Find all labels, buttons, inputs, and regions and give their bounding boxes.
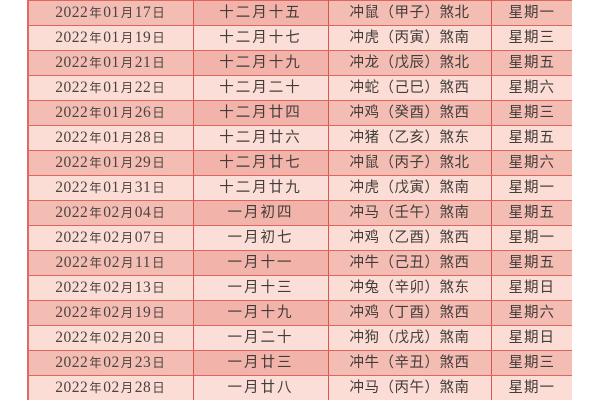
lunar-date-cell: 十二月廿九: [193, 175, 329, 201]
solar-date-cell: 2022年01月21日: [28, 50, 194, 76]
weekday-cell: 星期六: [491, 75, 572, 101]
weekday-cell: 星期五: [491, 125, 572, 151]
lunar-date-cell: 一月十九: [193, 300, 329, 326]
table-row[interactable]: 2022年02月20日 一月二十 冲狗（戊戌）煞南 星期日: [28, 325, 572, 351]
solar-date-cell: 2022年02月20日: [28, 325, 194, 351]
table-row[interactable]: 2022年02月19日 一月十九 冲鸡（丁酉）煞西 星期六: [28, 300, 572, 326]
clash-direction-cell: 冲鼠（甲子）煞北: [328, 0, 492, 26]
lunar-date-cell: 一月十三: [193, 275, 329, 301]
solar-date-cell: 2022年01月31日: [28, 175, 194, 201]
table-row[interactable]: 2022年01月29日 十二月廿七 冲鼠（丙子）煞北 星期六: [28, 150, 572, 176]
weekday-cell: 星期六: [491, 150, 572, 176]
table-row[interactable]: 2022年01月26日 十二月廿四 冲鸡（癸酉）煞西 星期三: [28, 100, 572, 126]
table-row[interactable]: 2022年01月17日 十二月十五 冲鼠（甲子）煞北 星期一: [28, 0, 572, 26]
table-row[interactable]: 2022年01月28日 十二月廿六 冲猪（乙亥）煞东 星期五: [28, 125, 572, 151]
weekday-cell: 星期五: [491, 200, 572, 226]
weekday-cell: 星期五: [491, 50, 572, 76]
lunar-date-cell: 一月二十: [193, 325, 329, 351]
solar-date-cell: 2022年02月23日: [28, 350, 194, 376]
solar-date-cell: 2022年01月26日: [28, 100, 194, 126]
solar-date-cell: 2022年02月04日: [28, 200, 194, 226]
clash-direction-cell: 冲鸡（癸酉）煞西: [328, 100, 492, 126]
weekday-cell: 星期一: [491, 225, 572, 251]
table-row[interactable]: 2022年02月07日 一月初七 冲鸡（乙酉）煞西 星期一: [28, 225, 572, 251]
solar-date-cell: 2022年01月28日: [28, 125, 194, 151]
table-row[interactable]: 2022年01月22日 十二月二十 冲蛇（己巳）煞西 星期六: [28, 75, 572, 101]
solar-date-cell: 2022年02月19日: [28, 300, 194, 326]
weekday-cell: 星期一: [491, 375, 572, 400]
solar-date-cell: 2022年01月29日: [28, 150, 194, 176]
table-row[interactable]: 2022年02月04日 一月初四 冲马（壬午）煞南 星期五: [28, 200, 572, 226]
weekday-cell: 星期三: [491, 100, 572, 126]
lunar-date-cell: 十二月十七: [193, 25, 329, 51]
clash-direction-cell: 冲猪（乙亥）煞东: [328, 125, 492, 151]
table-row[interactable]: 2022年02月23日 一月廿三 冲牛（辛丑）煞西 星期三: [28, 350, 572, 376]
clash-direction-cell: 冲虎（戊寅）煞南: [328, 175, 492, 201]
solar-date-cell: 2022年01月19日: [28, 25, 194, 51]
weekday-cell: 星期五: [491, 250, 572, 276]
weekday-cell: 星期三: [491, 25, 572, 51]
lunar-date-cell: 一月初四: [193, 200, 329, 226]
solar-date-cell: 2022年02月13日: [28, 275, 194, 301]
weekday-cell: 星期六: [491, 300, 572, 326]
clash-direction-cell: 冲蛇（己巳）煞西: [328, 75, 492, 101]
table-row[interactable]: 2022年02月13日 一月十三 冲兔（辛卯）煞东 星期日: [28, 275, 572, 301]
almanac-table-body: 2022年01月17日 十二月十五 冲鼠（甲子）煞北 星期一 2022年01月19日 十二…: [28, 0, 572, 400]
table-row[interactable]: 2022年01月21日 十二月十九 冲龙（戊辰）煞北 星期五: [28, 50, 572, 76]
lunar-date-cell: 一月十一: [193, 250, 329, 276]
clash-direction-cell: 冲牛（辛丑）煞西: [328, 350, 492, 376]
lunar-date-cell: 十二月十五: [193, 0, 329, 26]
weekday-cell: 星期三: [491, 350, 572, 376]
clash-direction-cell: 冲牛（己丑）煞西: [328, 250, 492, 276]
solar-date-cell: 2022年01月22日: [28, 75, 194, 101]
lunar-date-cell: 十二月廿六: [193, 125, 329, 151]
table-row[interactable]: 2022年02月11日 一月十一 冲牛（己丑）煞西 星期五: [28, 250, 572, 276]
weekday-cell: 星期日: [491, 275, 572, 301]
lunar-date-cell: 十二月廿七: [193, 150, 329, 176]
table-row[interactable]: 2022年02月28日 一月廿八 冲马（丙午）煞南 星期一: [28, 375, 572, 400]
solar-date-cell: 2022年02月28日: [28, 375, 194, 400]
clash-direction-cell: 冲狗（戊戌）煞南: [328, 325, 492, 351]
clash-direction-cell: 冲兔（辛卯）煞东: [328, 275, 492, 301]
clash-direction-cell: 冲马（丙午）煞南: [328, 375, 492, 400]
clash-direction-cell: 冲马（壬午）煞南: [328, 200, 492, 226]
clash-direction-cell: 冲鼠（丙子）煞北: [328, 150, 492, 176]
lunar-date-cell: 十二月二十: [193, 75, 329, 101]
lunar-date-cell: 十二月廿四: [193, 100, 329, 126]
clash-direction-cell: 冲龙（戊辰）煞北: [328, 50, 492, 76]
table-row[interactable]: 2022年01月31日 十二月廿九 冲虎（戊寅）煞南 星期一: [28, 175, 572, 201]
weekday-cell: 星期一: [491, 175, 572, 201]
clash-direction-cell: 冲鸡（乙酉）煞西: [328, 225, 492, 251]
lunar-date-cell: 一月廿八: [193, 375, 329, 400]
weekday-cell: 星期一: [491, 0, 572, 26]
lunar-date-cell: 十二月十九: [193, 50, 329, 76]
solar-date-cell: 2022年02月07日: [28, 225, 194, 251]
table-row[interactable]: 2022年01月19日 十二月十七 冲虎（丙寅）煞南 星期三: [28, 25, 572, 51]
almanac-table-container: 2022年01月17日 十二月十五 冲鼠（甲子）煞北 星期一 2022年01月19日 十二…: [27, 0, 572, 400]
clash-direction-cell: 冲鸡（丁酉）煞西: [328, 300, 492, 326]
lunar-date-cell: 一月廿三: [193, 350, 329, 376]
lunar-date-cell: 一月初七: [193, 225, 329, 251]
almanac-table: 2022年01月17日 十二月十五 冲鼠（甲子）煞北 星期一 2022年01月19日 十二…: [27, 0, 572, 400]
solar-date-cell: 2022年01月17日: [28, 0, 194, 26]
weekday-cell: 星期日: [491, 325, 572, 351]
clash-direction-cell: 冲虎（丙寅）煞南: [328, 25, 492, 51]
solar-date-cell: 2022年02月11日: [28, 250, 194, 276]
